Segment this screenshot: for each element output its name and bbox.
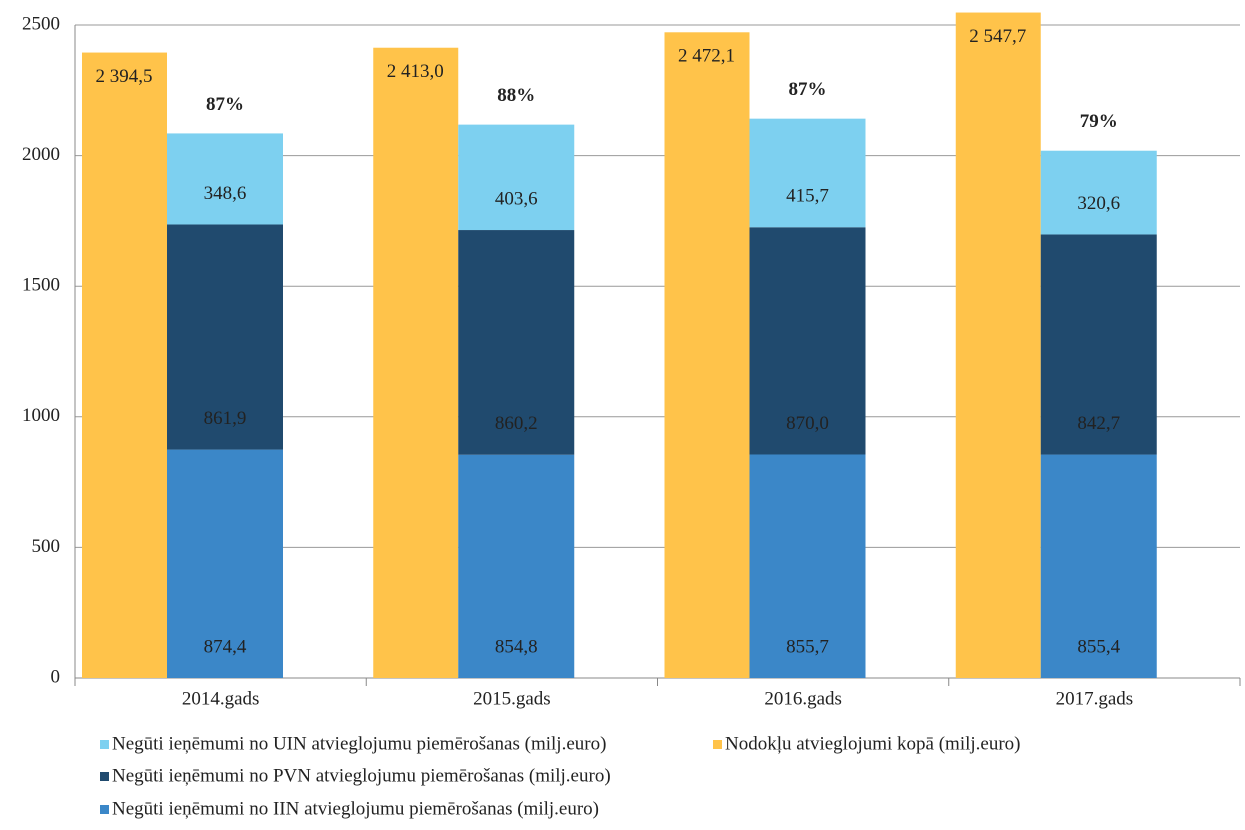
legend-swatch (100, 805, 109, 814)
legend-label: Nodokļu atvieglojumi kopā (milj.euro) (725, 733, 1021, 754)
legend-swatch (713, 740, 722, 749)
bar-segment (1040, 454, 1157, 678)
annotation: 79% (1080, 111, 1118, 132)
value-label: 415,7 (786, 186, 829, 207)
legend-label: Negūti ieņēmumi no UIN atvieglojumu piem… (112, 733, 606, 754)
bar-segment (167, 449, 283, 678)
value-label: 320,6 (1077, 193, 1120, 214)
x-tick-label: 2016.gads (764, 688, 842, 709)
bar-segment (749, 118, 866, 228)
annotation: 87% (789, 79, 827, 100)
value-label: 348,6 (204, 183, 247, 204)
value-label: 842,7 (1077, 413, 1120, 434)
value-label: 870,0 (786, 413, 829, 434)
bar-segment (458, 230, 575, 455)
value-label: 2 413,0 (387, 61, 444, 82)
legend-label: Negūti ieņēmumi no PVN atvieglojumu piem… (112, 765, 611, 786)
bar (955, 12, 1041, 678)
legend-label: Negūti ieņēmumi no IIN atvieglojumu piem… (112, 798, 599, 819)
bar-segment (1040, 234, 1157, 455)
y-tick-label: 2000 (22, 144, 60, 165)
x-tick-label: 2017.gads (1056, 688, 1134, 709)
value-label: 874,4 (204, 636, 247, 657)
value-label: 861,9 (204, 408, 247, 429)
legend-swatch (100, 740, 109, 749)
value-label: 2 394,5 (96, 66, 153, 87)
value-label: 2 472,1 (678, 46, 735, 67)
y-tick-label: 0 (51, 666, 61, 687)
annotation: 87% (206, 94, 244, 115)
y-tick-label: 2500 (22, 13, 60, 34)
value-label: 855,4 (1077, 636, 1120, 657)
bar-segment (167, 224, 283, 450)
x-tick-label: 2015.gads (473, 688, 551, 709)
value-label: 403,6 (495, 188, 538, 209)
value-label: 2 547,7 (969, 26, 1026, 47)
bar-segment (458, 454, 575, 678)
y-tick-label: 1000 (22, 405, 60, 426)
bar-segment (458, 124, 575, 231)
bar (82, 52, 167, 679)
bar (373, 47, 459, 678)
annotation: 88% (497, 85, 535, 106)
value-label: 854,8 (495, 636, 538, 657)
y-tick-label: 1500 (22, 275, 60, 296)
bar (664, 32, 750, 679)
bar-segment (749, 454, 866, 678)
x-tick-label: 2014.gads (182, 688, 260, 709)
bar-segment (167, 133, 283, 225)
value-label: 855,7 (786, 636, 829, 657)
value-label: 860,2 (495, 413, 538, 434)
legend-swatch (100, 772, 109, 781)
bar-segment (749, 227, 866, 455)
y-tick-label: 500 (32, 536, 61, 557)
bar-segment (1040, 150, 1157, 235)
